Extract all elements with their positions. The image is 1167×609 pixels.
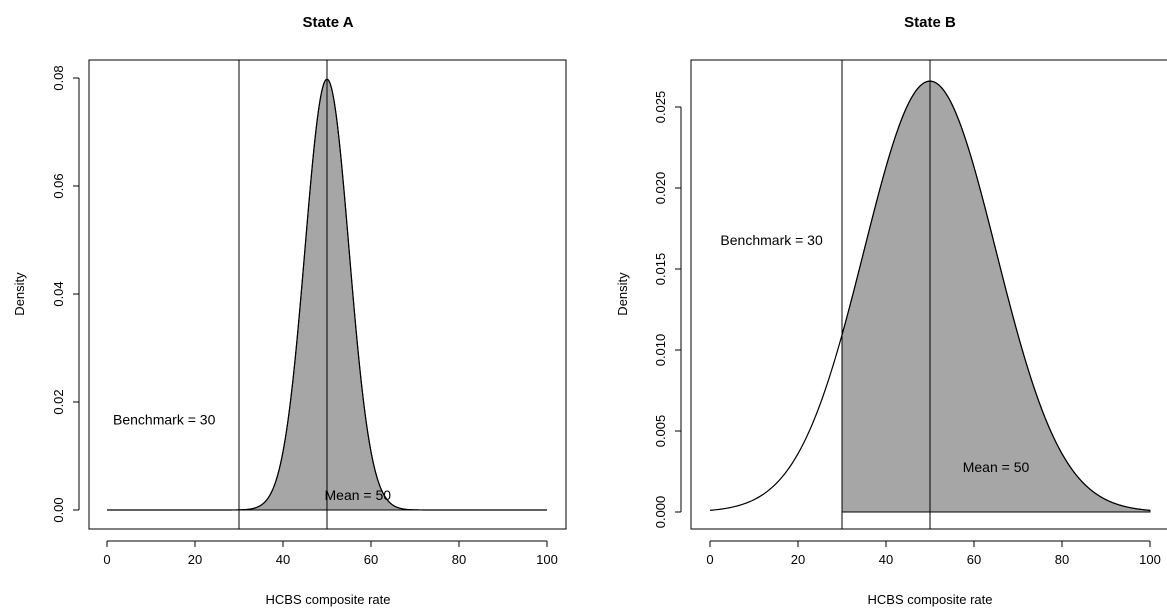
y-tick-label: 0.020 xyxy=(653,172,668,205)
x-tick-label: 100 xyxy=(1139,552,1161,567)
y-tick-label: 0.005 xyxy=(653,415,668,448)
x-tick-label: 60 xyxy=(364,552,378,567)
x-tick-label: 80 xyxy=(452,552,466,567)
panel-state-b: State B HCBS composite rate Density 0.00… xyxy=(615,14,1167,607)
y-tick-label: 0.000 xyxy=(653,496,668,529)
x-axis-label: HCBS composite rate xyxy=(868,592,993,607)
chart-title: State A xyxy=(302,14,353,31)
x-tick-label: 80 xyxy=(1055,552,1069,567)
panel-state-a: State A HCBS composite rate Density 0.00… xyxy=(12,14,567,607)
y-axis-label: Density xyxy=(615,272,630,316)
x-tick-label: 40 xyxy=(879,552,893,567)
shaded-area xyxy=(841,80,1151,513)
y-tick-label: 0.00 xyxy=(51,497,66,522)
y-tick-label: 0.010 xyxy=(653,334,668,367)
x-tick-label: 20 xyxy=(791,552,805,567)
x-tick-label: 0 xyxy=(103,552,110,567)
x-tick-label: 0 xyxy=(706,552,713,567)
x-tick-label: 40 xyxy=(276,552,290,567)
mean-annotation: Mean = 50 xyxy=(325,487,392,503)
x-tick-label: 20 xyxy=(188,552,202,567)
x-axis-label: HCBS composite rate xyxy=(266,592,391,607)
chart-title: State B xyxy=(904,14,956,31)
y-tick-label: 0.015 xyxy=(653,253,668,286)
mean-annotation: Mean = 50 xyxy=(963,459,1030,475)
y-tick-label: 0.08 xyxy=(51,65,66,90)
y-tick-label: 0.025 xyxy=(653,91,668,124)
y-tick-label: 0.02 xyxy=(51,389,66,414)
plot-marks: 0.000 0.005 0.010 0.015 0.020 0.025 0 20 40 60 80 1… xyxy=(653,60,1161,567)
shaded-area xyxy=(238,78,547,511)
x-tick-label: 60 xyxy=(967,552,981,567)
y-tick-label: 0.04 xyxy=(51,281,66,306)
benchmark-annotation: Benchmark = 30 xyxy=(113,412,216,428)
benchmark-annotation: Benchmark = 30 xyxy=(720,232,823,248)
y-tick-label: 0.06 xyxy=(51,173,66,198)
x-tick-label: 100 xyxy=(536,552,558,567)
y-axis-label: Density xyxy=(12,272,27,316)
plot-marks: 0.00 0.02 0.04 0.06 0.08 0 20 40 60 80 100 Benchmar… xyxy=(51,60,558,567)
